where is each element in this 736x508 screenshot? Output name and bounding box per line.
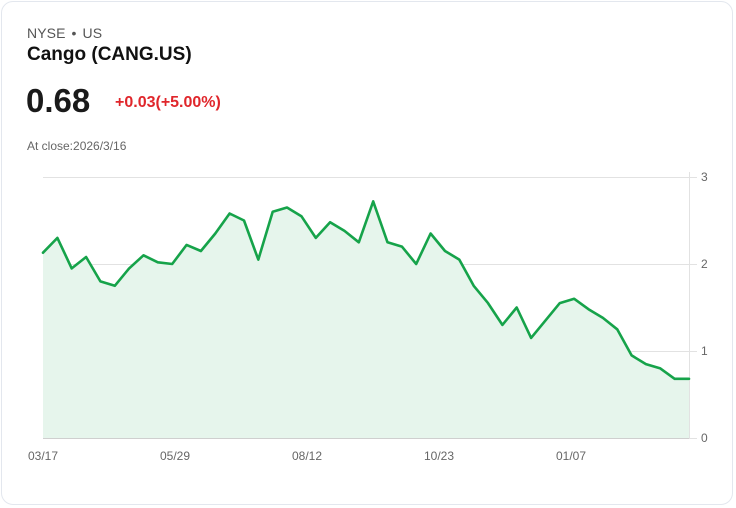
x-tick: 05/29 — [160, 449, 190, 463]
x-tick: 01/07 — [556, 449, 586, 463]
exchange-label: NYSE • US — [27, 25, 102, 41]
price-area — [43, 201, 689, 438]
price-line — [41, 200, 691, 381]
y-tick: 1 — [701, 344, 708, 358]
x-axis-labels: 03/17 05/29 08/12 10/23 01/07 — [28, 449, 586, 463]
separator-dot: • — [71, 25, 77, 41]
x-tick: 03/17 — [28, 449, 58, 463]
x-tick: 08/12 — [292, 449, 322, 463]
region-name: US — [82, 25, 103, 41]
y-tick: 2 — [701, 257, 708, 271]
close-time: At close:2026/3/16 — [27, 139, 127, 153]
stock-name: Cango (CANG.US) — [27, 44, 192, 65]
exchange-name: NYSE — [27, 25, 66, 41]
x-tick: 10/23 — [424, 449, 454, 463]
stock-price: 0.68 — [26, 82, 91, 119]
y-tick: 3 — [701, 170, 708, 184]
y-tick: 0 — [701, 431, 708, 445]
price-change: +0.03(+5.00%) — [115, 94, 221, 111]
y-axis-labels: 3 2 1 0 — [701, 170, 708, 445]
